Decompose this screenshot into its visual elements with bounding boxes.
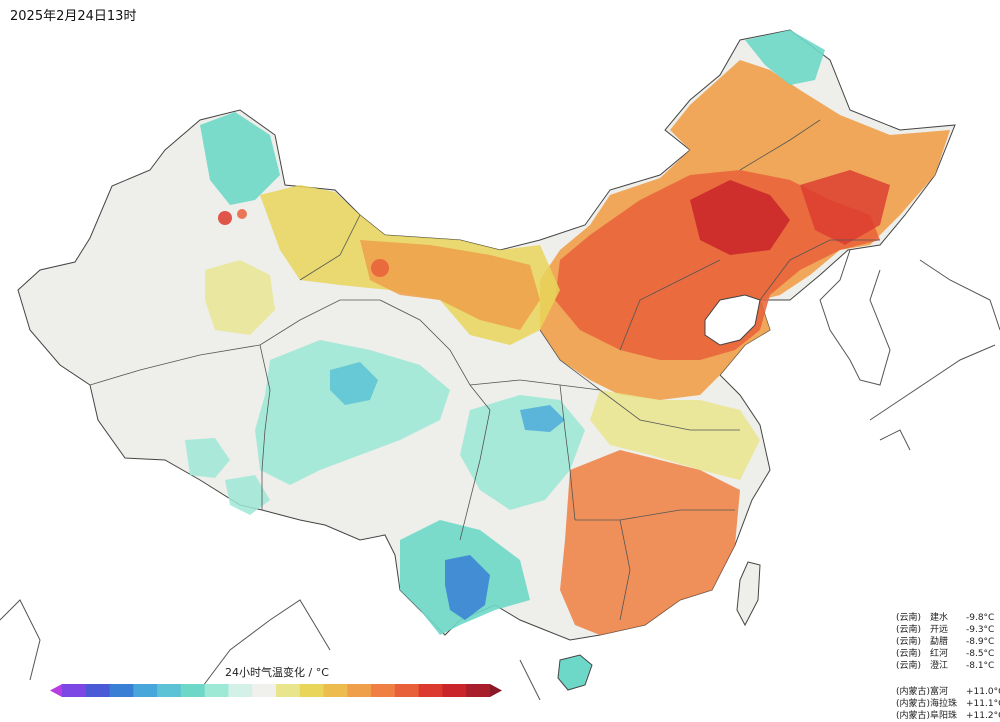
legend-swatch [418, 684, 443, 697]
hot-spot [371, 259, 389, 277]
legend-swatch [276, 684, 301, 697]
station-name: 富河 [930, 687, 949, 697]
station-name: 红河 [930, 649, 949, 659]
northeast-hot-band [800, 170, 890, 245]
station-val: -8.5°C [966, 649, 995, 659]
temperature-change-map [0, 29, 1000, 701]
station-val: +11.2°C [966, 711, 1000, 721]
station-name: 海拉珠 [930, 699, 958, 709]
legend-swatch [157, 684, 182, 697]
legend-swatch [371, 684, 396, 697]
legend-swatch [252, 684, 277, 697]
hainan-island [557, 654, 593, 691]
neighbour-coastlines [0, 249, 1000, 701]
legend-swatch [228, 684, 253, 697]
station-row: (云南) 红河 -8.5°C [896, 648, 1000, 660]
legend-swatch [466, 684, 491, 697]
legend-title: 24小时气温变化 / °C [225, 666, 329, 679]
central-yellow-band [590, 390, 760, 480]
province-borders [89, 119, 880, 621]
legend-swatch [299, 684, 325, 697]
station-val: +11.0°C [966, 687, 1000, 697]
legend-swatch [347, 684, 372, 697]
legend-color-bar [50, 684, 502, 697]
station-prov: (云南) [896, 625, 922, 635]
station-val: -8.1°C [966, 661, 995, 671]
xinjiang-yellow-patch [205, 260, 275, 335]
legend-arrow-left [50, 684, 62, 697]
tibet-cool-area [255, 340, 450, 485]
station-row: (内蒙古)海拉珠 +11.1°C [896, 698, 1000, 710]
station-prov: (云南) [896, 637, 922, 647]
color-legend: 24小时气温变化 / °C [50, 664, 502, 700]
northeast-tip-cool [745, 30, 825, 85]
station-val: +11.1°C [966, 699, 1000, 709]
south-xinjiang-cool-patch [185, 438, 230, 478]
station-list: (云南) 建水 -9.8°C (云南) 开远 -9.3°C (云南) 勐腊 -8.9°C (云南)… [896, 612, 1000, 722]
station-name: 建水 [930, 613, 949, 623]
station-prov: (内蒙古) [896, 699, 931, 709]
station-row: (内蒙古)富河 +11.0°C [896, 686, 1000, 698]
korea-coast [819, 249, 891, 386]
north-red-core [555, 170, 880, 360]
station-val: -9.8°C [966, 613, 995, 623]
tibet-west-cool-patch [225, 475, 270, 515]
station-row: (云南) 开远 -9.3°C [896, 624, 1000, 636]
yunnan-blue-core [445, 555, 490, 620]
hot-spot [218, 211, 232, 225]
inner-mongolia-hot-spot [690, 180, 790, 255]
south-china-warm-area [560, 450, 740, 635]
legend-arrow-right [490, 684, 502, 697]
legend-swatch [394, 684, 420, 697]
station-prov: (内蒙古) [896, 687, 931, 697]
japan-coast [869, 259, 1000, 451]
north-xinjiang-cool [200, 112, 280, 205]
southeast-asia-coast [199, 599, 541, 701]
warming-zones [205, 60, 950, 635]
station-row: (云南) 建水 -9.8°C [896, 612, 1000, 624]
station-prov: (云南) [896, 613, 922, 623]
sichuan-cool-core [520, 405, 565, 432]
station-prov: (内蒙古) [896, 711, 931, 721]
temperature-rise-list: (内蒙古)富河+11.0°C(内蒙古)海拉珠+11.1°C(内蒙古)阜阳珠+11… [896, 686, 1000, 722]
station-prov: (云南) [896, 661, 922, 671]
station-name: 阜阳珠 [930, 711, 958, 721]
bohai-sea [704, 294, 761, 346]
cooling-zones [185, 30, 825, 635]
legend-swatch [85, 684, 111, 697]
legend-swatch [133, 684, 158, 697]
temperature-drop-list: (云南) 建水 -9.8°C (云南) 开远 -9.3°C (云南) 勐腊 -8.9°C (云南)… [896, 612, 1000, 672]
tibet-cool-core [330, 362, 378, 405]
gansu-orange-area [360, 240, 540, 330]
station-name: 勐腊 [930, 637, 949, 647]
legend-swatch [62, 684, 87, 697]
station-name: 澄江 [930, 661, 949, 671]
station-val: -8.9°C [966, 637, 995, 647]
station-row: (内蒙古)阜阳珠 +11.2°C [896, 710, 1000, 722]
map-title: 2025年2月24日13时 [10, 9, 137, 24]
legend-swatch [180, 684, 206, 697]
legend-swatch [442, 684, 467, 697]
taiwan-island [736, 561, 761, 627]
legend-swatch [204, 684, 229, 697]
station-prov: (云南) [896, 649, 922, 659]
station-row: (云南) 澄江 -8.1°C [896, 660, 1000, 672]
legend-swatch [323, 684, 348, 697]
station-name: 开远 [930, 625, 949, 635]
station-val: -9.3°C [966, 625, 995, 635]
legend-swatch [109, 684, 134, 697]
india-coast [0, 599, 41, 681]
station-row: (云南) 勐腊 -8.9°C [896, 636, 1000, 648]
hot-spot [237, 209, 247, 219]
